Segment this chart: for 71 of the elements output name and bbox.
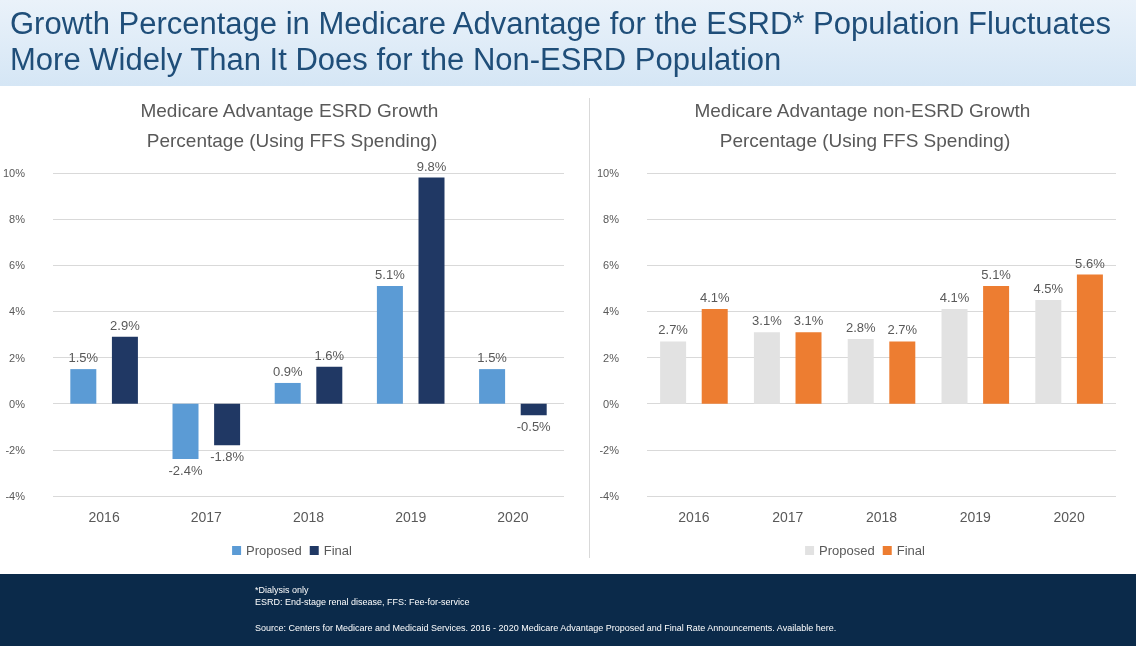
bar xyxy=(701,309,728,404)
data-label: 3.1% xyxy=(752,313,783,329)
y-tick-label: 6% xyxy=(9,259,26,272)
bar xyxy=(889,341,916,404)
y-tick-label: 2% xyxy=(603,351,620,364)
bar xyxy=(418,177,445,404)
x-tick-label: 2017 xyxy=(190,509,223,525)
y-tick-label: 8% xyxy=(9,213,26,226)
chart-subtitle: Medicare Advantage non-ESRD Growth Percentage (Using FFS Spending) xyxy=(694,99,1036,151)
bar xyxy=(316,366,343,404)
data-label: 1.5% xyxy=(68,350,99,366)
x-tick-label: 2016 xyxy=(678,509,710,525)
bar xyxy=(172,403,199,460)
legend-label: Proposed xyxy=(819,543,875,558)
y-tick-label: 2% xyxy=(9,351,26,364)
text: ESRD: End-stage renal disease, FFS: Fee-for-service xyxy=(255,596,471,608)
y-tick-label: -2% xyxy=(599,443,620,456)
y-tick-label: 6% xyxy=(603,259,620,272)
data-label: 0.9% xyxy=(272,363,303,379)
bar xyxy=(376,286,403,404)
data-label: 1.5% xyxy=(477,350,508,366)
y-tick-label: 4% xyxy=(9,305,26,318)
data-label: 2.7% xyxy=(658,322,689,338)
x-tick-label: 2020 xyxy=(497,509,529,525)
bar xyxy=(983,286,1010,404)
bar xyxy=(214,403,241,446)
legend-label: Proposed xyxy=(246,543,302,558)
y-tick-label: 0% xyxy=(9,397,26,410)
y-tick-label: 10% xyxy=(596,167,620,179)
y-tick-label: 10% xyxy=(2,167,26,179)
x-tick-label: 2020 xyxy=(1053,509,1085,525)
data-label: -0.5% xyxy=(516,419,552,435)
x-tick-label: 2016 xyxy=(88,509,120,525)
data-label: 2.7% xyxy=(887,322,918,338)
bar xyxy=(795,332,822,404)
data-label: -1.8% xyxy=(210,449,245,465)
text: *Dialysis only xyxy=(255,584,310,596)
y-tick-label: 0% xyxy=(603,397,620,410)
x-tick-label: 2019 xyxy=(395,509,427,525)
bar xyxy=(520,403,547,416)
data-label: 2.8% xyxy=(845,320,876,336)
legend-label: Final xyxy=(323,543,353,558)
legend-label: Final xyxy=(896,543,926,558)
y-tick-label: -4% xyxy=(599,490,620,502)
data-label: 2.9% xyxy=(110,317,141,333)
chart-subtitle: Medicare Advantage ESRD Growth Percentage (Using FFS Spending) xyxy=(140,99,444,151)
data-label: 5.6% xyxy=(1075,255,1106,271)
chart-title: Growth Percentage in Medicare Advantage for the ESRD* Population Fluctuates More Widely Than It Does for the Non-ESRD Population xyxy=(0,0,1136,86)
data-label: 4.1% xyxy=(939,290,970,306)
data-label: 4.5% xyxy=(1033,280,1064,296)
y-tick-label: 4% xyxy=(603,305,620,318)
y-tick-label: 8% xyxy=(603,213,620,226)
source-note: Source: Centers for Medicare and Medicaid Services. 2016 - 2020 Medicare Advantage Proposed and Final Rate Announcements. Available here. xyxy=(255,622,838,634)
x-tick-label: 2018 xyxy=(865,509,898,525)
x-tick-label: 2018 xyxy=(292,509,325,525)
y-tick-label: -2% xyxy=(5,443,26,456)
y-tick-label: -4% xyxy=(5,490,26,502)
data-label: 9.8% xyxy=(416,158,447,174)
data-label: 5.1% xyxy=(981,267,1012,283)
data-label: 3.1% xyxy=(793,313,824,329)
x-tick-label: 2017 xyxy=(772,509,804,525)
bar xyxy=(1076,274,1103,404)
bar xyxy=(479,369,506,404)
data-label: 4.1% xyxy=(699,290,730,306)
bar xyxy=(274,382,301,404)
data-label: -2.4% xyxy=(168,463,203,479)
x-tick-label: 2019 xyxy=(959,509,992,525)
data-label: 1.6% xyxy=(314,347,345,363)
data-label: 5.1% xyxy=(375,267,406,283)
bar xyxy=(111,336,138,404)
bar xyxy=(70,369,97,404)
